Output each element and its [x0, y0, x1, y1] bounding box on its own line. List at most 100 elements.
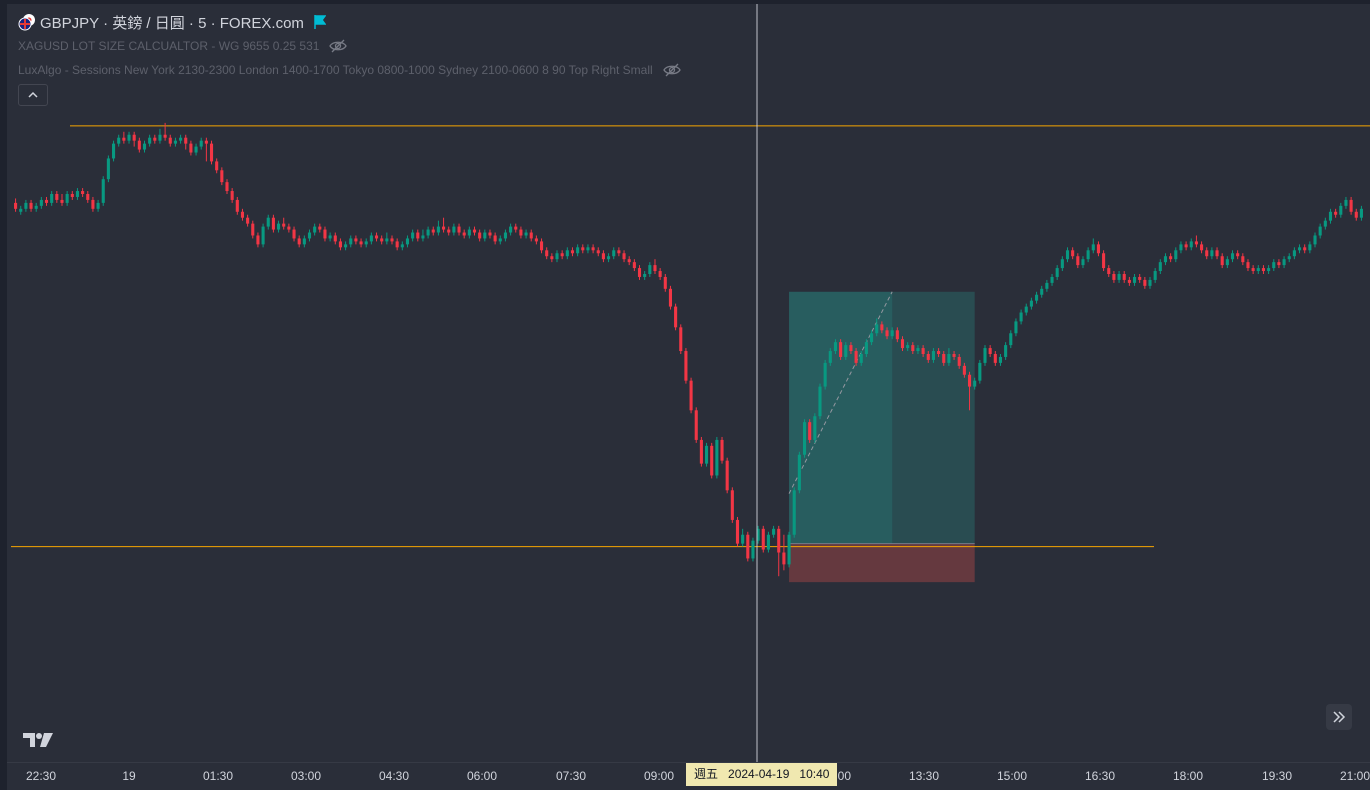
candle-body [447, 229, 451, 233]
candle [127, 131, 131, 144]
candle-body [1303, 247, 1307, 251]
chart-plot-area[interactable] [7, 4, 1370, 762]
indicator-row-lot-calculator[interactable]: XAGUSD LOT SIZE CALCUALTOR - WG 9655 0.2… [18, 34, 681, 58]
time-axis-label: 21:00 [1339, 769, 1370, 783]
candle-body [550, 256, 554, 260]
tradingview-logo-icon[interactable] [22, 731, 54, 749]
candle [854, 348, 858, 366]
candle-body [890, 330, 894, 337]
candle-body [679, 327, 683, 352]
symbol-title[interactable]: GBPJPY · 英鎊 / 日圓 · 5 · FOREX.com [40, 14, 304, 32]
candle-body [1292, 250, 1296, 257]
flag-icon[interactable] [314, 15, 326, 29]
candle [1328, 208, 1333, 224]
candle [349, 235, 353, 248]
scroll-to-realtime-button[interactable] [1326, 704, 1352, 730]
candle [467, 226, 471, 239]
candle-body [988, 348, 992, 354]
candle [498, 235, 502, 245]
candle-body [601, 253, 605, 260]
candle [1225, 256, 1229, 269]
candle [488, 229, 492, 239]
candle [1220, 253, 1224, 269]
candle-body [246, 217, 250, 224]
indicator-label: XAGUSD LOT SIZE CALCUALTOR - WG 9655 0.2… [18, 39, 320, 53]
collapse-legend-button[interactable] [18, 84, 48, 106]
candle [766, 531, 770, 553]
candle [14, 198, 18, 212]
candle [416, 229, 420, 242]
candle [209, 140, 214, 165]
candle-body [349, 238, 353, 245]
candle [55, 191, 59, 203]
candle-body [1184, 244, 1188, 248]
eye-hidden-icon[interactable] [662, 63, 681, 77]
candle-body [117, 137, 121, 144]
candle-body [581, 247, 585, 251]
candle [607, 253, 611, 263]
candle [1251, 265, 1255, 274]
candle [158, 128, 162, 144]
candle-body [916, 348, 920, 352]
candle-body [153, 137, 157, 141]
candle-body [952, 354, 956, 357]
indicator-row-luxalgo-sessions[interactable]: LuxAlgo - Sessions New York 2130-2300 Lo… [18, 58, 681, 82]
candle [880, 321, 884, 334]
candle [591, 244, 595, 254]
candle [122, 131, 126, 144]
candle [637, 265, 642, 280]
candle-body [684, 351, 688, 381]
candlestick-chart[interactable] [7, 4, 1370, 762]
candle-body [519, 229, 523, 236]
candle-body [570, 250, 575, 254]
candle [679, 324, 683, 354]
candle-body [328, 235, 332, 239]
candle-body [137, 140, 141, 150]
candle-body [1112, 274, 1116, 280]
candle [101, 176, 105, 206]
candle [261, 223, 265, 248]
candle-body [266, 217, 270, 227]
candle-body [529, 232, 533, 239]
candle-body [1163, 256, 1168, 263]
candle-body [931, 351, 935, 360]
candle [1019, 309, 1023, 325]
candle [1029, 297, 1033, 310]
candle [447, 226, 451, 236]
candle [1174, 247, 1178, 263]
candle [271, 214, 275, 233]
candle [1138, 274, 1142, 283]
candle-body [483, 232, 487, 239]
candle-body [1143, 279, 1147, 286]
candle-body [442, 226, 446, 230]
candle-body [1102, 253, 1106, 269]
candle-body [833, 342, 838, 352]
candle-body [1014, 321, 1018, 334]
candle-body [184, 137, 188, 144]
candle [612, 247, 616, 260]
time-axis-label: 09:00 [643, 769, 675, 783]
candle [29, 199, 33, 212]
candle [570, 247, 575, 257]
candle [34, 202, 38, 212]
candle-body [29, 202, 33, 209]
candle [1014, 318, 1018, 337]
candle [287, 223, 291, 233]
candle-body [1169, 256, 1173, 260]
eye-hidden-icon[interactable] [329, 39, 348, 53]
candle-body [307, 232, 312, 239]
candle [1334, 208, 1338, 218]
candle-body [514, 226, 518, 230]
candle-body [498, 238, 502, 242]
candle-body [199, 140, 203, 147]
candle [96, 199, 100, 212]
candle [1169, 253, 1173, 263]
candle-body [1158, 262, 1162, 272]
candle-body [1055, 268, 1059, 277]
candle-body [1076, 256, 1080, 266]
candle-body [1241, 256, 1245, 263]
profit-zone-filled [789, 291, 893, 544]
symbol-row[interactable]: GBPJPY · 英鎊 / 日圓 · 5 · FOREX.com [18, 10, 681, 34]
candle [895, 327, 899, 343]
